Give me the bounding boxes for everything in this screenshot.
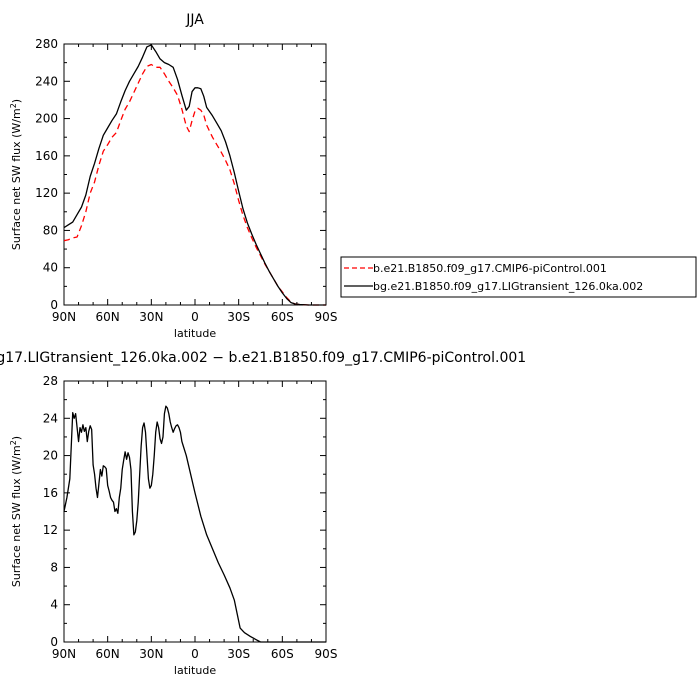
y-tick-label: 0 [50, 635, 58, 649]
chart-title: JJA [185, 12, 204, 28]
x-tick-label: 60N [96, 647, 120, 661]
plot-frame [63, 43, 327, 306]
y-tick-label: 8 [50, 560, 58, 574]
x-tick-label: 90S [315, 310, 338, 324]
y-tick-label: 24 [43, 411, 58, 425]
x-tick-label: 0 [191, 647, 199, 661]
x-tick-label: 0 [191, 310, 199, 324]
plot-frame [63, 380, 327, 643]
y-tick-label: 200 [35, 112, 58, 126]
y-tick-label: 160 [35, 149, 58, 163]
y-tick-label: 280 [35, 37, 58, 51]
x-axis-label: latitude [174, 664, 216, 677]
x-tick-label: 90S [315, 647, 338, 661]
y-axis-label: Surface net SW flux (W/m2) [9, 99, 24, 250]
x-tick-label: 90N [52, 310, 76, 324]
x-tick-label: 60N [96, 310, 120, 324]
x-axis-label: latitude [174, 327, 216, 340]
x-tick-label: 30N [139, 647, 163, 661]
series-line-1 [63, 405, 326, 643]
y-tick-label: 16 [43, 486, 58, 500]
series-line-2 [63, 44, 326, 306]
y-tick-label: 20 [43, 449, 58, 463]
y-tick-label: 80 [43, 223, 58, 237]
chart-1: JJA 90N 60N 30N 0 30S 60S 90S 0 40 80 120 160 200 240 2… [9, 12, 697, 340]
chart-2: bg.e21.B1850.f09_g17.LIGtransient_126.0k… [0, 350, 526, 677]
y-tick-label: 40 [43, 261, 58, 275]
x-tick-label: 30S [227, 647, 250, 661]
legend-label-2: bg.e21.B1850.f09_g17.LIGtransient_126.0k… [373, 280, 643, 293]
x-tick-label: 60S [271, 647, 294, 661]
legend-box [340, 256, 697, 298]
series-line-1 [63, 63, 326, 306]
y-tick-label: 240 [35, 74, 58, 88]
y-tick-label: 0 [50, 298, 58, 312]
y-tick-label: 28 [43, 374, 58, 388]
y-tick-label: 12 [43, 523, 58, 537]
x-tick-label: 90N [52, 647, 76, 661]
x-tick-label: 30S [227, 310, 250, 324]
y-tick-label: 120 [35, 186, 58, 200]
chart-title: bg.e21.B1850.f09_g17.LIGtransient_126.0k… [0, 350, 526, 366]
legend-label-1: b.e21.B1850.f09_g17.CMIP6-piControl.001 [373, 262, 607, 275]
y-axis-label: Surface net SW flux (W/m2) [9, 436, 24, 587]
x-tick-label: 60S [271, 310, 294, 324]
y-tick-label: 4 [50, 598, 58, 612]
x-tick-label: 30N [139, 310, 163, 324]
